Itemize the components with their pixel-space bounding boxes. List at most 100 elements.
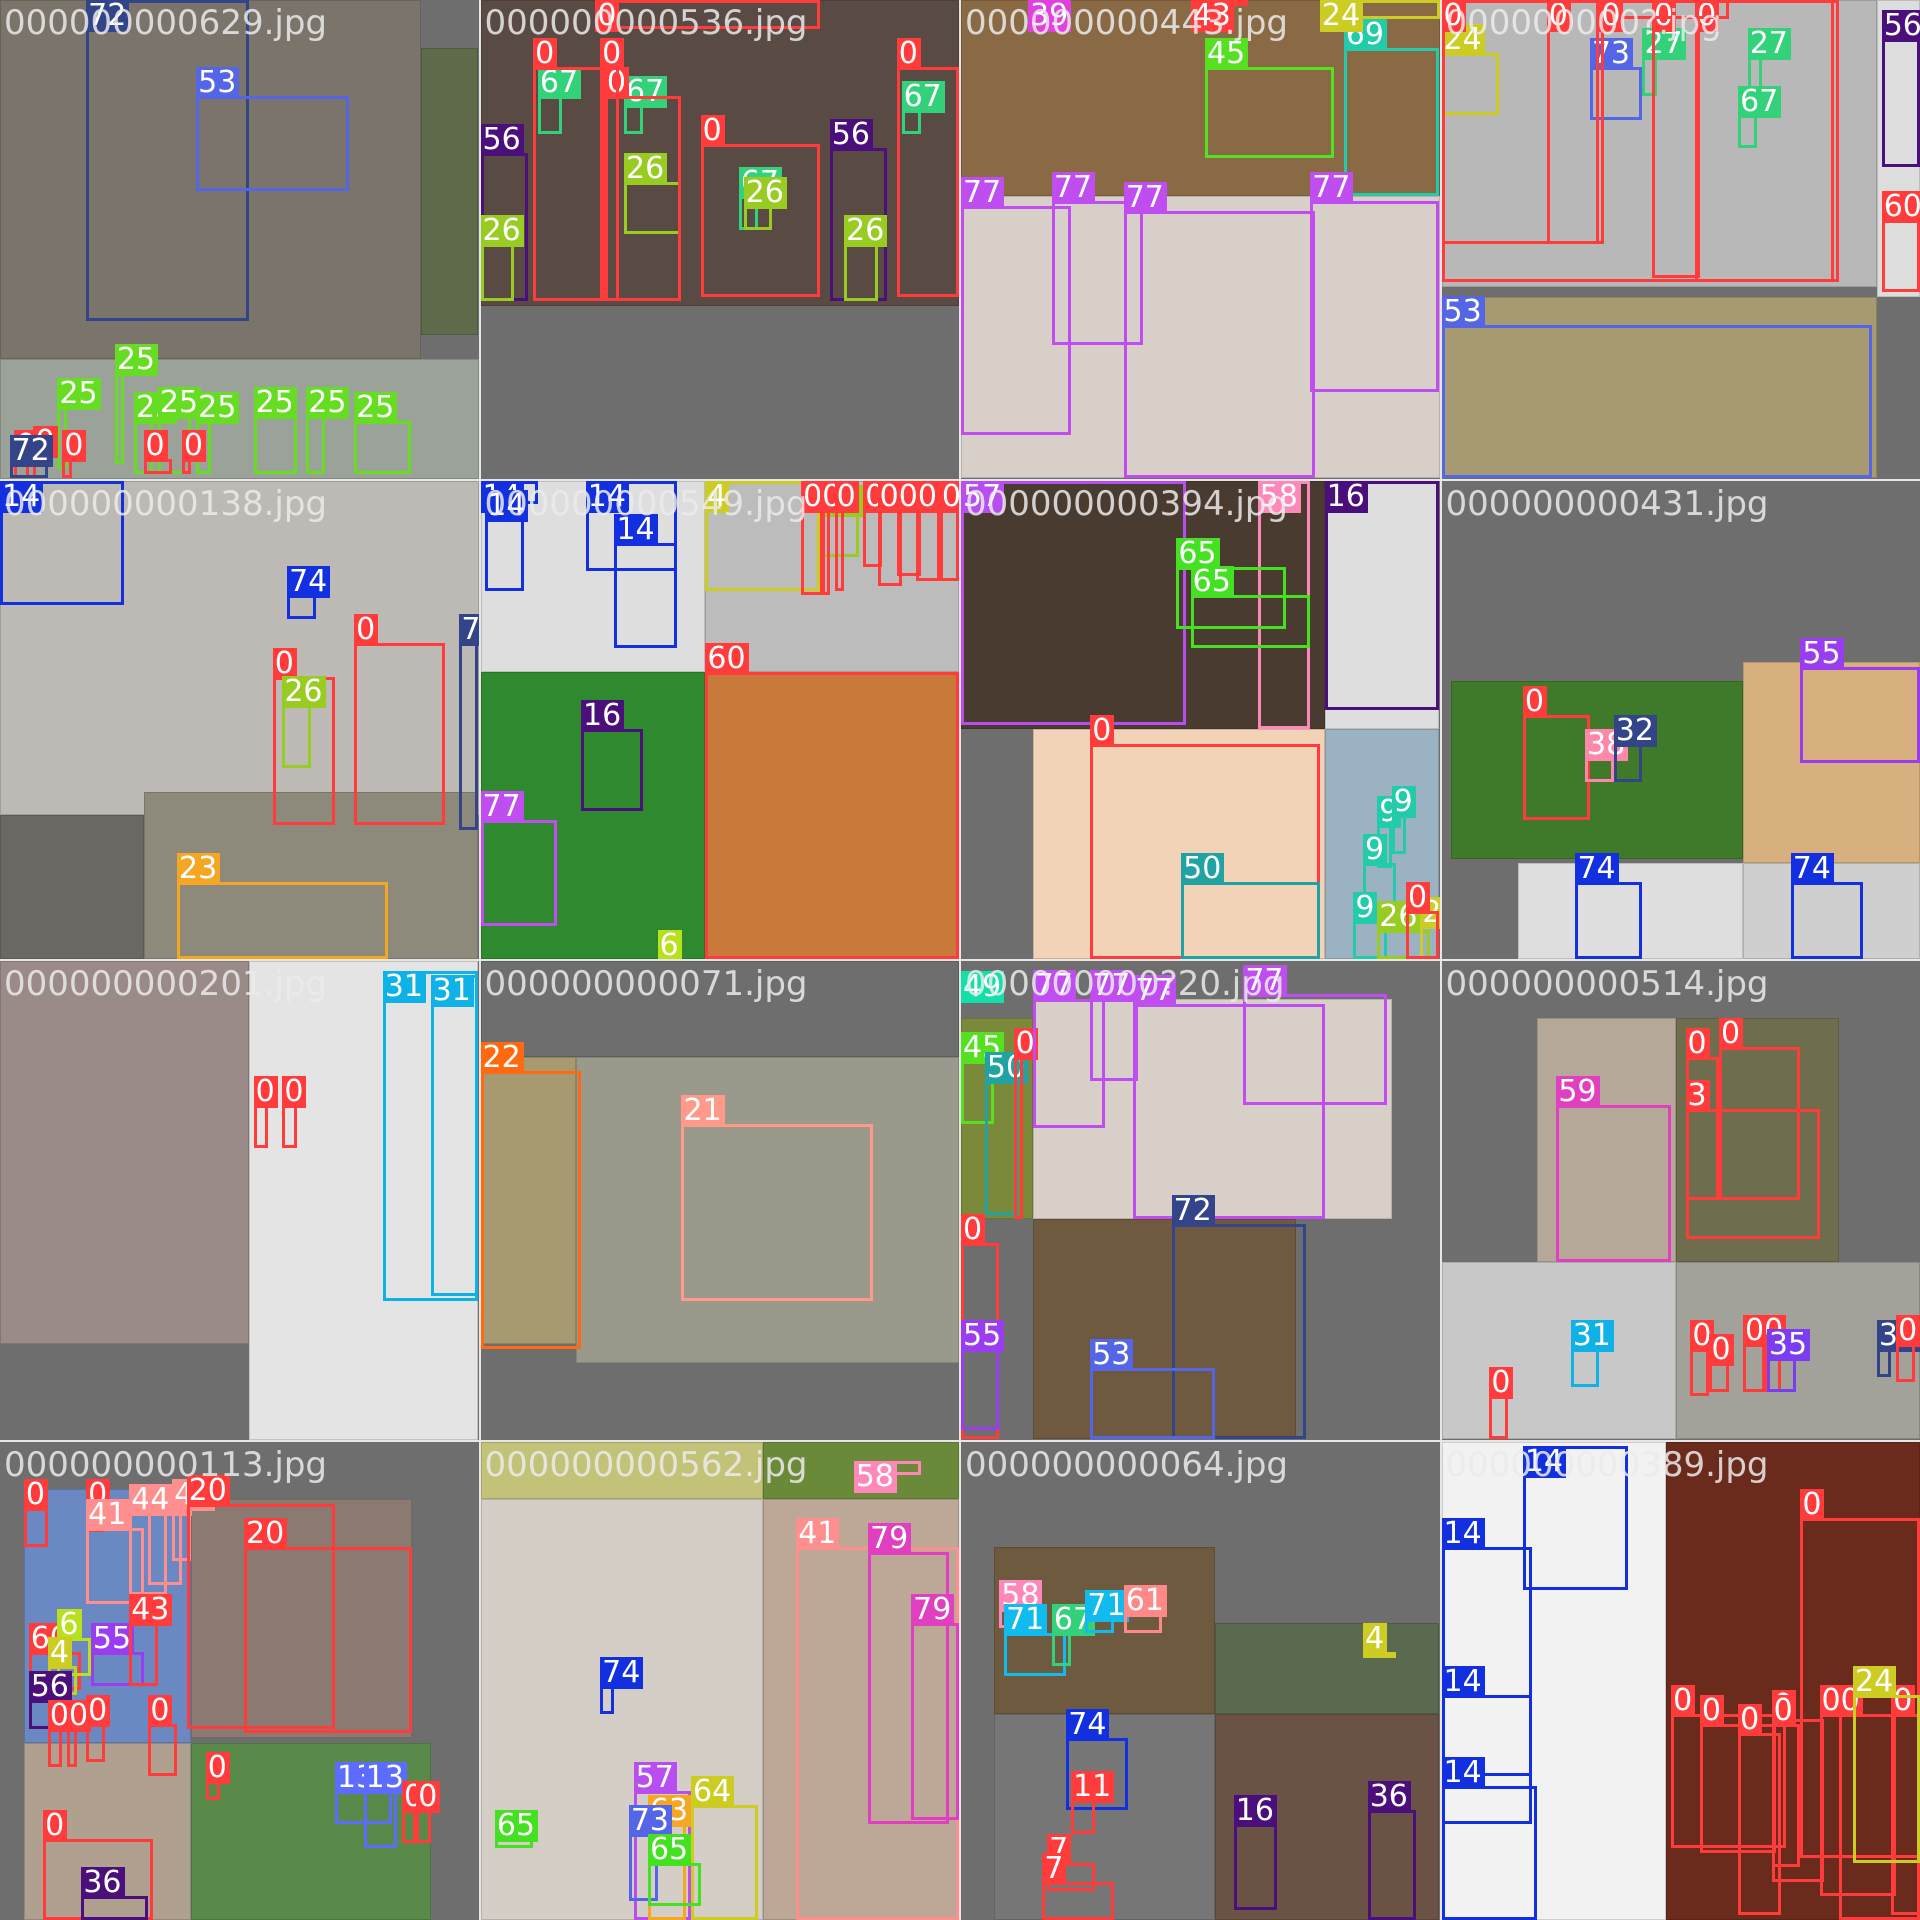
- photo-region: [0, 961, 249, 1344]
- photo-region: [1032, 1219, 1296, 1440]
- bounding-box: 0: [896, 37, 959, 297]
- bounding-box: 4: [1362, 1623, 1397, 1659]
- class-label: 77: [961, 176, 1005, 209]
- photo-region: [0, 815, 144, 959]
- photo-region: [961, 196, 1440, 479]
- bounding-box: 25: [354, 392, 412, 474]
- class-label: 73: [628, 1804, 673, 1837]
- class-label: 53: [196, 66, 240, 99]
- class-label: 0: [1599, 0, 1624, 32]
- bounding-box: 77: [1090, 970, 1139, 1081]
- class-label: 67: [537, 66, 582, 99]
- bounding-box: 25: [114, 344, 159, 465]
- class-label: 4: [705, 480, 730, 513]
- bounding-box: 0: [1800, 1489, 1920, 1858]
- class-label: 25: [114, 344, 159, 377]
- class-label: 14: [1522, 1446, 1567, 1479]
- bounding-box: 0: [148, 1694, 178, 1777]
- photo-region: [762, 1498, 959, 1920]
- class-label: 55: [961, 1319, 1005, 1352]
- class-label: 14: [614, 513, 658, 546]
- bounding-box: 77: [1133, 975, 1325, 1220]
- class-label: 16: [580, 700, 625, 733]
- bounding-box: 72: [86, 0, 249, 321]
- bounding-box: 14: [1522, 1446, 1629, 1590]
- class-label: 14: [1441, 1757, 1485, 1790]
- class-label: 26: [480, 215, 524, 248]
- class-label: 14: [1441, 1666, 1485, 1699]
- class-label: 65: [1190, 566, 1234, 599]
- bounding-box: 53: [196, 66, 350, 192]
- bounding-box: 13: [363, 1761, 407, 1849]
- bounding-box: 77: [961, 176, 1072, 436]
- bounding-box: 65: [494, 1809, 539, 1849]
- bounding-box: 0: [533, 37, 605, 302]
- bounding-box: 0: [834, 480, 859, 591]
- mosaic-tile: 725325252525252525250072000000000000629.…: [0, 0, 479, 479]
- mosaic-tile: 49 45 50 0 77 77 77 77 72 0 55 53 000000000?20.jpg: [961, 961, 1440, 1440]
- bounding-box: 72: [9, 435, 53, 479]
- bounding-box: 0: [401, 1780, 427, 1844]
- bounding-box: 60: [1881, 191, 1920, 292]
- bounding-box: 71: [1085, 1589, 1129, 1633]
- class-label: 14: [0, 480, 44, 513]
- class-label: 0: [595, 0, 620, 32]
- mosaic-tile: 147402607223000000000138.jpg: [0, 480, 479, 959]
- bounding-box: 73: [628, 1804, 673, 1901]
- bounding-box: 3: [1685, 1080, 1820, 1239]
- class-label: 0: [62, 430, 87, 463]
- bounding-box: 35: [1766, 1329, 1811, 1392]
- class-label: 67: [901, 81, 945, 114]
- bounding-box: 74: [1575, 853, 1643, 959]
- class-label: 77: [1133, 975, 1177, 1008]
- class-label: 21: [681, 1094, 725, 1127]
- class-label: 77: [1310, 171, 1354, 204]
- class-label: 53: [1441, 296, 1485, 329]
- class-label: 26: [282, 676, 326, 709]
- class-label: 4: [1362, 1623, 1388, 1656]
- class-label: 72: [86, 0, 130, 32]
- class-label: 0: [533, 37, 558, 70]
- bounding-box: 77: [1243, 965, 1387, 1105]
- bounding-box: 74: [1790, 853, 1863, 959]
- bounding-box: 4: [705, 480, 821, 591]
- class-label: 56: [1881, 9, 1920, 42]
- bounding-box: 0: [700, 114, 821, 297]
- class-label: 9: [1353, 891, 1378, 924]
- class-label: 74: [1066, 1709, 1110, 1742]
- class-label: 74: [1790, 853, 1834, 886]
- class-label: 0: [205, 1752, 230, 1785]
- class-label: 41: [796, 1517, 840, 1550]
- class-label: 0: [1719, 1018, 1744, 1051]
- bounding-box: 27: [1642, 28, 1686, 96]
- bounding-box: 56: [1881, 9, 1920, 168]
- bounding-box: 69: [1343, 18, 1440, 197]
- bounding-box: 0: [143, 430, 173, 474]
- class-label: 0: [181, 430, 206, 463]
- class-label: 55: [90, 1623, 135, 1656]
- mosaic-tile: 58 71 67 71 61 4 74 11 7 7 16 36 000000000064.jpg: [961, 1441, 1440, 1920]
- class-label: 79: [868, 1522, 912, 1555]
- class-label: 41: [86, 1498, 130, 1531]
- bounding-box: 58: [853, 1460, 921, 1493]
- class-label: 11: [1071, 1771, 1115, 1804]
- bounding-box: 0: [595, 0, 821, 32]
- class-label: 0: [148, 1694, 173, 1727]
- bounding-box: 71: [1004, 1603, 1067, 1676]
- bounding-box: 77: [1310, 171, 1440, 393]
- mosaic-tile: 14141414426000000006016776000000000549.j…: [480, 480, 959, 959]
- class-label: 0: [600, 37, 625, 70]
- class-label: 26: [743, 176, 787, 209]
- class-label: 72: [459, 614, 479, 647]
- class-label: 57: [961, 480, 1005, 513]
- class-label: 32: [1613, 714, 1657, 747]
- class-label: 43: [1190, 0, 1234, 32]
- class-label: 9: [1362, 834, 1388, 867]
- bounding-box: 43: [129, 1594, 173, 1686]
- bounding-box: 14: [585, 480, 677, 572]
- bounding-box: 14: [614, 513, 677, 648]
- class-label: 56: [480, 124, 524, 157]
- bounding-box: 0: [1709, 1333, 1734, 1392]
- class-label: 0: [1685, 1027, 1710, 1060]
- class-label: 58: [853, 1460, 897, 1493]
